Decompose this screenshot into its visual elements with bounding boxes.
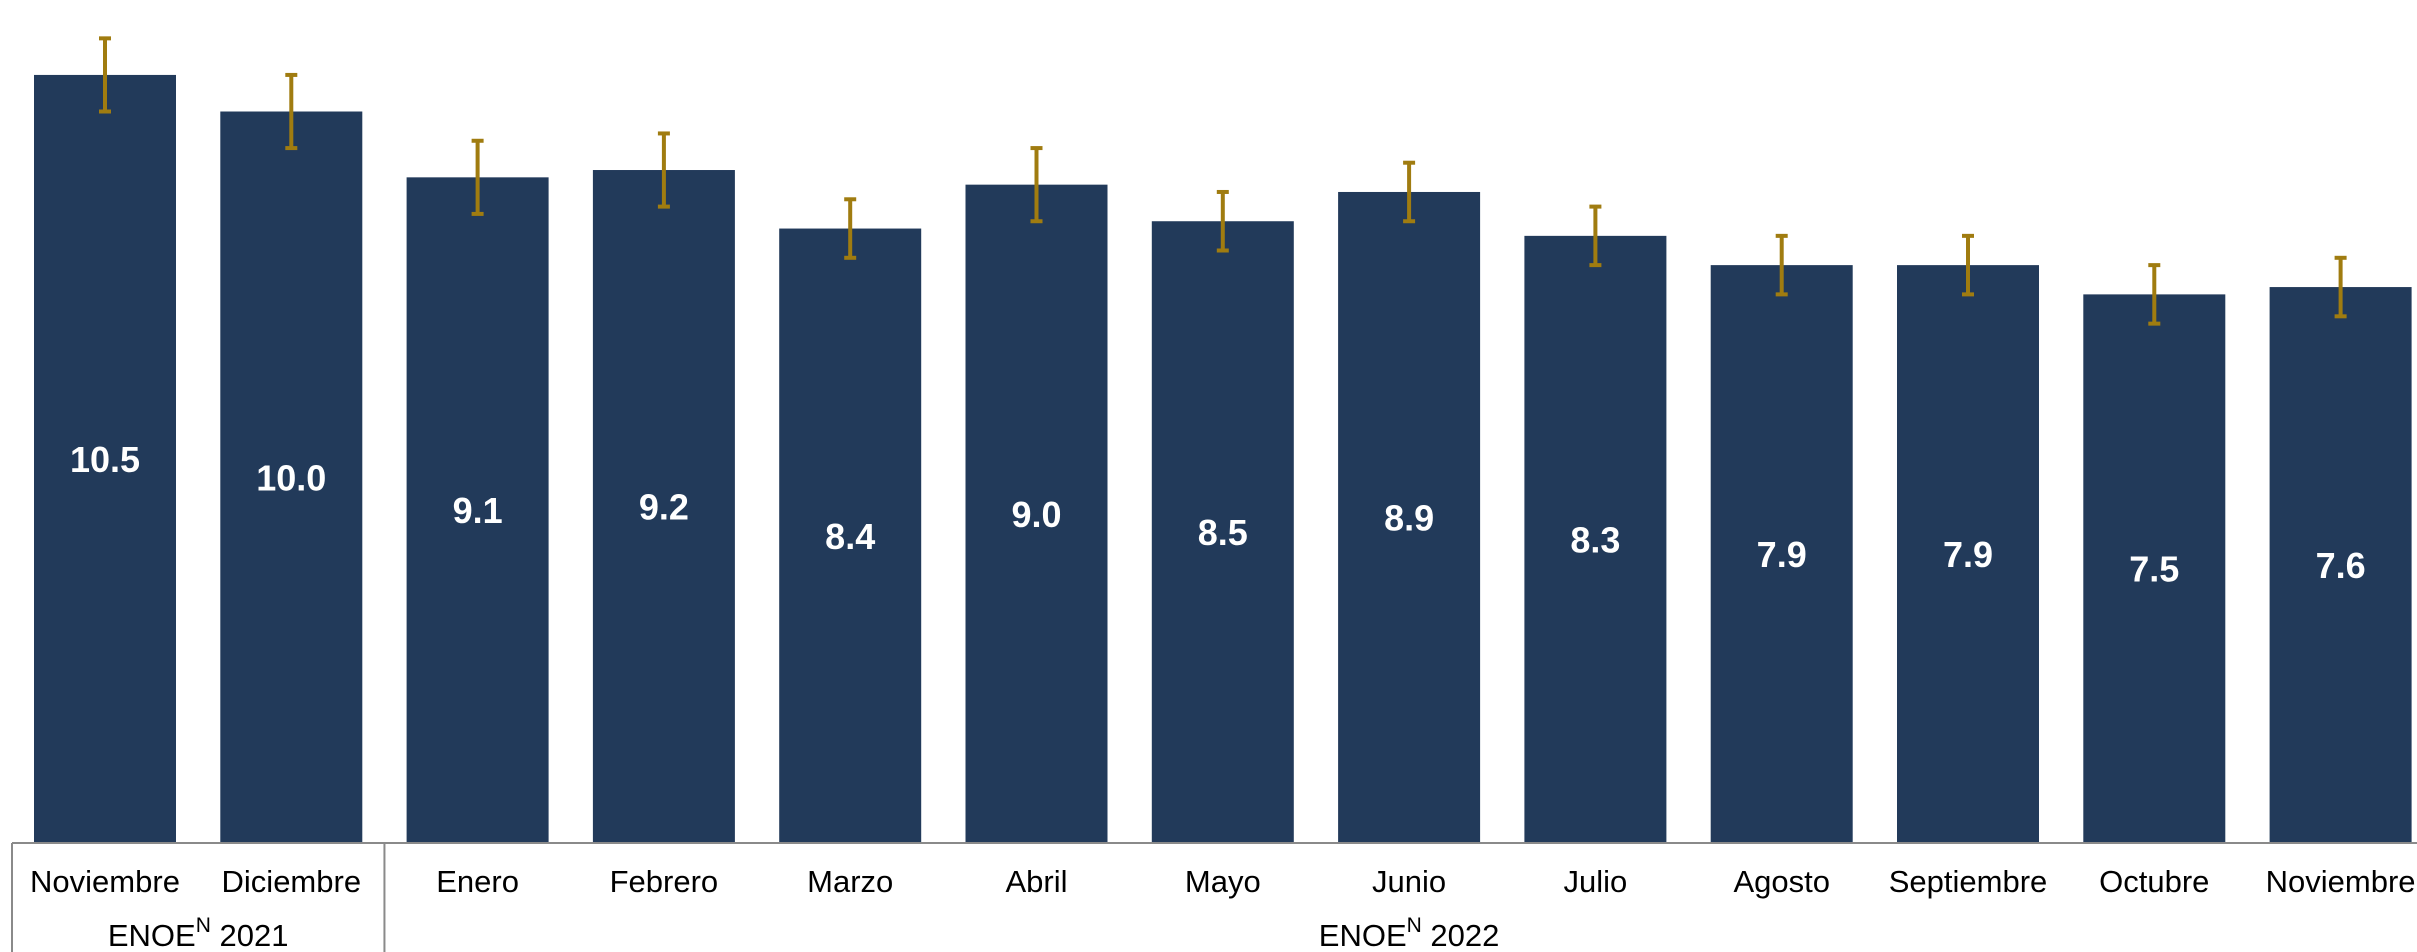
bar-5 <box>779 228 922 843</box>
category-label-12: Octubre <box>2099 864 2209 899</box>
bar-12 <box>2083 294 2226 844</box>
bar-7 <box>1151 221 1294 843</box>
bar-11 <box>1897 265 2039 844</box>
value-label-7: 8.5 <box>1198 512 1248 553</box>
value-label-1: 10.5 <box>70 439 140 480</box>
bar-4 <box>592 170 735 843</box>
value-label-11: 7.9 <box>1943 534 1993 575</box>
error-bar-12 <box>2148 263 2161 326</box>
category-labels-layer: Noviembre Diciembre Enero Febrero Marzo Abril… <box>30 864 2415 899</box>
error-bar-8 <box>1403 160 1416 224</box>
bar-2 <box>220 111 363 843</box>
value-label-10: 7.9 <box>1757 534 1807 575</box>
bars-layer <box>34 74 2412 844</box>
value-label-4: 9.2 <box>639 487 689 528</box>
category-axis <box>11 842 2417 952</box>
category-label-9: Julio <box>1564 864 1628 899</box>
error-bar-13 <box>2334 255 2347 319</box>
category-label-6: Abril <box>1005 864 1067 899</box>
error-bar-11 <box>1962 233 1974 297</box>
category-label-1: Noviembre <box>30 864 180 899</box>
value-label-12: 7.5 <box>2129 549 2179 590</box>
group-labels-layer: ENOEN 2021 ENOEN 2022 <box>108 914 1500 952</box>
error-bar-4 <box>657 131 670 209</box>
bar-3 <box>406 177 549 843</box>
bar-6 <box>965 184 1108 843</box>
value-label-6: 9.0 <box>1011 494 1061 535</box>
category-label-7: Mayo <box>1185 864 1261 899</box>
error-bars-layer <box>99 36 2347 326</box>
category-label-8: Junio <box>1372 864 1446 899</box>
bar-13 <box>2269 287 2412 844</box>
bar-1 <box>34 74 176 843</box>
category-label-13: Noviembre <box>2266 864 2416 899</box>
value-label-9: 8.3 <box>1570 519 1620 560</box>
error-bar-9 <box>1589 204 1602 268</box>
category-label-3: Enero <box>436 864 519 899</box>
error-bar-6 <box>1030 146 1043 224</box>
group-label-2: ENOEN 2022 <box>1319 914 1500 952</box>
error-bar-1 <box>99 36 111 114</box>
group-label-1: ENOEN 2021 <box>108 914 289 952</box>
bar-9 <box>1524 235 1667 843</box>
value-label-3: 9.1 <box>453 490 503 531</box>
error-bar-10 <box>1775 233 1788 297</box>
category-label-2: Diciembre <box>222 864 362 899</box>
category-label-5: Marzo <box>807 864 893 899</box>
category-label-4: Febrero <box>610 864 719 899</box>
value-label-5: 8.4 <box>825 516 875 557</box>
value-labels-layer: 10.5 10.0 9.1 9.2 8.4 9.0 8.5 8.9 8.3 7.9 7.9 7.5 7.… <box>70 439 2366 590</box>
bar-10 <box>1710 265 1853 844</box>
error-bar-7 <box>1216 189 1229 253</box>
value-label-2: 10.0 <box>256 457 326 498</box>
error-bar-3 <box>471 138 484 216</box>
category-label-11: Septiembre <box>1889 864 2048 899</box>
error-bar-5 <box>844 197 857 260</box>
bar-8 <box>1338 191 1481 843</box>
value-label-13: 7.6 <box>2316 545 2366 586</box>
error-bar-2 <box>285 72 298 151</box>
category-label-10: Agosto <box>1733 864 1830 899</box>
value-label-8: 8.9 <box>1384 497 1434 538</box>
